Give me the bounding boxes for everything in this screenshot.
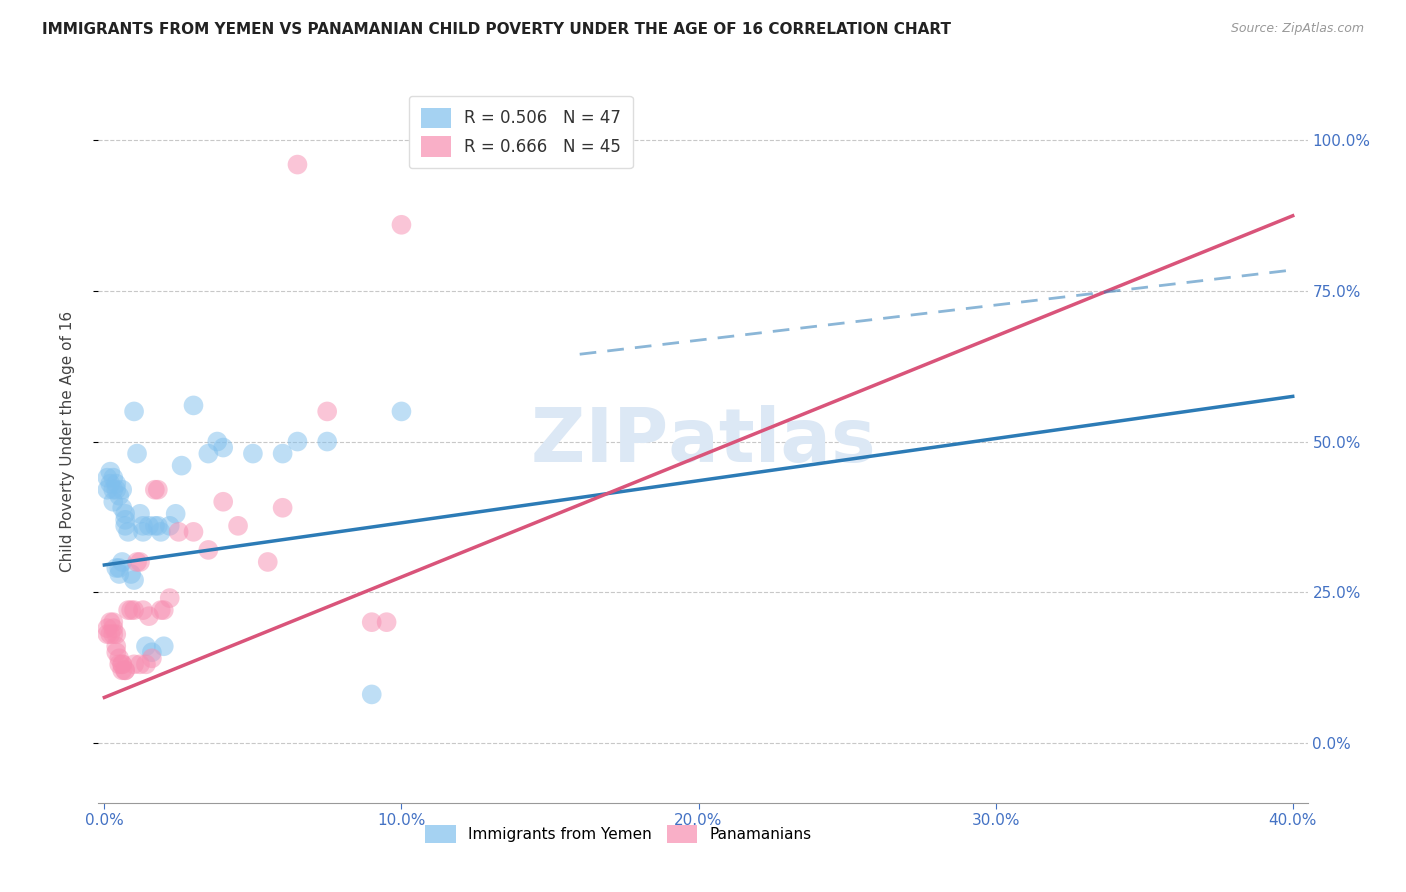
- Point: [287, 158, 309, 172]
- Point: [120, 567, 142, 582]
- Point: [152, 603, 174, 617]
- Point: [98, 476, 121, 491]
- Point: [391, 404, 413, 418]
- Point: [149, 603, 172, 617]
- Text: Source: ZipAtlas.com: Source: ZipAtlas.com: [1230, 22, 1364, 36]
- Point: [114, 664, 136, 678]
- Point: [141, 645, 163, 659]
- Point: [117, 524, 139, 539]
- Point: [122, 603, 145, 617]
- Point: [108, 567, 131, 582]
- Point: [103, 483, 125, 497]
- Point: [103, 471, 125, 485]
- Point: [129, 555, 152, 569]
- Point: [360, 615, 382, 630]
- Point: [316, 404, 339, 418]
- Point: [135, 657, 157, 672]
- Point: [197, 542, 219, 557]
- Point: [146, 519, 169, 533]
- Point: [207, 434, 229, 449]
- Point: [316, 434, 339, 449]
- Point: [132, 519, 155, 533]
- Point: [105, 561, 128, 575]
- Point: [391, 218, 413, 232]
- Point: [105, 627, 128, 641]
- Point: [197, 447, 219, 461]
- Point: [96, 627, 118, 641]
- Point: [183, 398, 205, 412]
- Point: [125, 447, 148, 461]
- Point: [108, 657, 131, 672]
- Point: [360, 687, 382, 701]
- Point: [103, 494, 125, 508]
- Point: [111, 664, 134, 678]
- Point: [98, 627, 121, 641]
- Text: IMMIGRANTS FROM YEMEN VS PANAMANIAN CHILD POVERTY UNDER THE AGE OF 16 CORRELATIO: IMMIGRANTS FROM YEMEN VS PANAMANIAN CHIL…: [42, 22, 952, 37]
- Point: [271, 500, 294, 515]
- Point: [105, 639, 128, 653]
- Point: [117, 603, 139, 617]
- Point: [149, 524, 172, 539]
- Point: [122, 404, 145, 418]
- Point: [146, 483, 169, 497]
- Point: [103, 615, 125, 630]
- Point: [96, 483, 118, 497]
- Point: [111, 555, 134, 569]
- Point: [375, 615, 398, 630]
- Point: [114, 513, 136, 527]
- Point: [287, 434, 309, 449]
- Point: [111, 483, 134, 497]
- Point: [138, 519, 160, 533]
- Point: [111, 657, 134, 672]
- Point: [105, 476, 128, 491]
- Point: [98, 465, 121, 479]
- Point: [105, 483, 128, 497]
- Point: [129, 657, 152, 672]
- Point: [103, 621, 125, 635]
- Point: [143, 483, 166, 497]
- Point: [122, 573, 145, 587]
- Point: [103, 627, 125, 641]
- Point: [105, 645, 128, 659]
- Point: [159, 519, 181, 533]
- Point: [111, 500, 134, 515]
- Point: [170, 458, 193, 473]
- Point: [108, 489, 131, 503]
- Point: [111, 657, 134, 672]
- Point: [212, 494, 235, 508]
- Y-axis label: Child Poverty Under the Age of 16: Child Poverty Under the Age of 16: [60, 311, 75, 572]
- Point: [242, 447, 264, 461]
- Point: [152, 639, 174, 653]
- Point: [96, 621, 118, 635]
- Point: [96, 471, 118, 485]
- Point: [141, 651, 163, 665]
- Point: [143, 519, 166, 533]
- Point: [167, 524, 190, 539]
- Point: [129, 507, 152, 521]
- Point: [138, 609, 160, 624]
- Point: [165, 507, 187, 521]
- Point: [108, 561, 131, 575]
- Point: [132, 603, 155, 617]
- Point: [108, 651, 131, 665]
- Legend: Immigrants from Yemen, Panamanians: Immigrants from Yemen, Panamanians: [419, 819, 818, 849]
- Point: [114, 507, 136, 521]
- Point: [183, 524, 205, 539]
- Point: [256, 555, 278, 569]
- Point: [132, 524, 155, 539]
- Point: [212, 441, 235, 455]
- Point: [114, 664, 136, 678]
- Point: [125, 555, 148, 569]
- Point: [159, 591, 181, 606]
- Point: [135, 639, 157, 653]
- Point: [226, 519, 249, 533]
- Point: [120, 603, 142, 617]
- Point: [122, 657, 145, 672]
- Point: [98, 615, 121, 630]
- Text: ZIP​atlas: ZIP​atlas: [530, 405, 876, 478]
- Point: [271, 447, 294, 461]
- Point: [114, 519, 136, 533]
